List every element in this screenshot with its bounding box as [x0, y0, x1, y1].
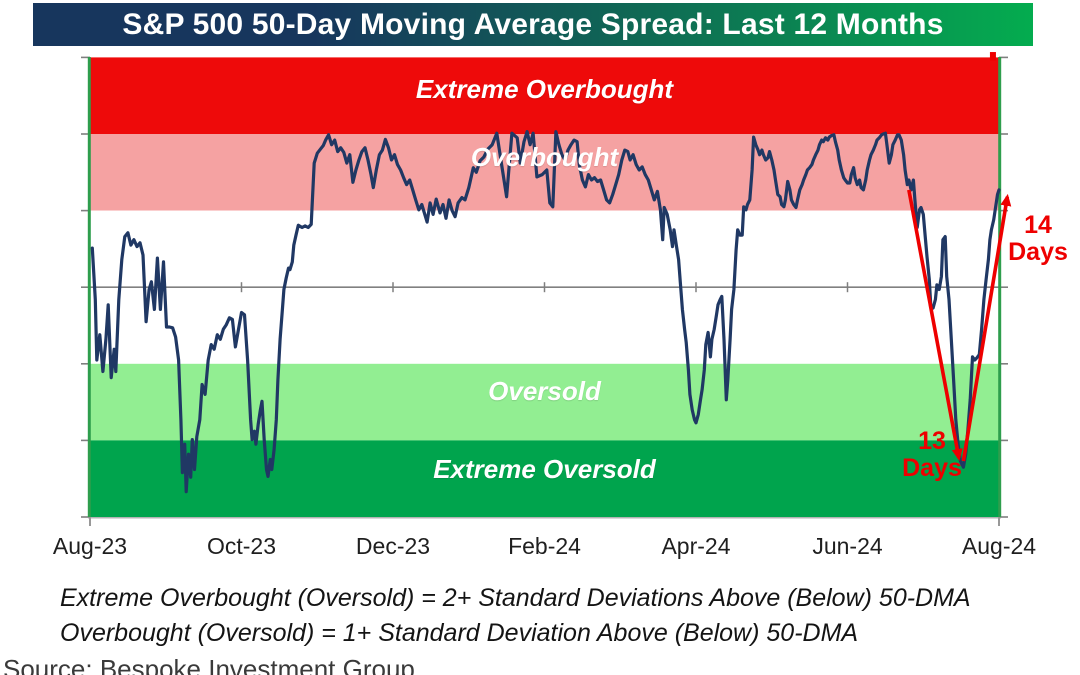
x-axis-label: Jun-24 [812, 533, 883, 559]
band-label-overbought: Overbought [470, 142, 619, 172]
annotation-14-unit: Days [1008, 238, 1068, 266]
annotation-arrows [907, 52, 1012, 462]
annotation-14-days: 14 Days [1003, 212, 1073, 266]
x-axis-label: Aug-23 [52, 533, 128, 559]
annotation-13-unit: Days [902, 454, 962, 482]
x-axis-label: Oct-23 [206, 533, 277, 559]
x-axis-label: Feb-24 [508, 533, 581, 559]
plot-border-spines [87, 57, 1002, 517]
chart-title-bar: S&P 500 50-Day Moving Average Spread: La… [33, 3, 1033, 46]
spread-line-series [90, 130, 1001, 494]
footnote-definition: Overbought (Oversold) = 1+ Standard Devi… [60, 619, 859, 647]
band-label-extreme-overbought: Extreme Overbought [415, 74, 674, 104]
annotation-14-value: 14 [1024, 211, 1052, 239]
source-credit: Source: Bespoke Investment Group [3, 654, 415, 675]
annotation-13-value: 13 [918, 427, 946, 455]
band-label-oversold: Oversold [488, 376, 601, 406]
annotation-13-days: 13 Days [899, 428, 965, 482]
band-label-extreme-oversold: Extreme Oversold [433, 454, 656, 484]
x-axis-label: Dec-23 [355, 533, 431, 559]
x-axis-label: Apr-24 [661, 533, 731, 559]
chart-title: S&P 500 50-Day Moving Average Spread: La… [122, 8, 944, 41]
footnote-extreme-definition: Extreme Overbought (Oversold) = 2+ Stand… [60, 584, 971, 612]
x-axis-label: Aug-24 [961, 533, 1037, 559]
